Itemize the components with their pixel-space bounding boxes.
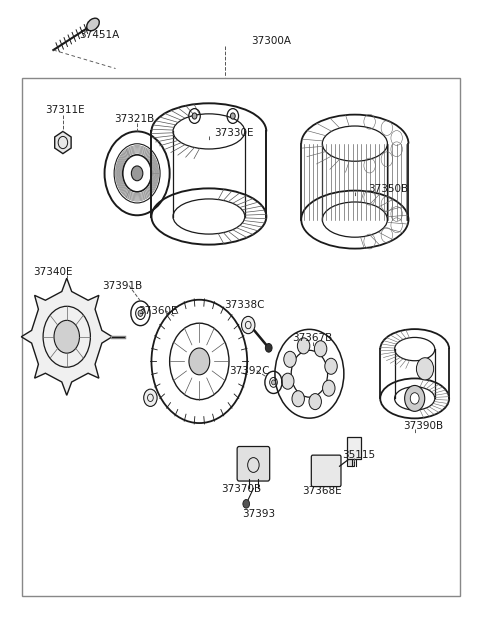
Circle shape <box>309 394 322 410</box>
Polygon shape <box>55 132 71 154</box>
Bar <box>347 455 354 466</box>
Text: 37393: 37393 <box>242 509 276 519</box>
Circle shape <box>325 358 337 375</box>
Text: 37311E: 37311E <box>46 105 85 115</box>
Circle shape <box>272 380 276 385</box>
Circle shape <box>192 113 197 119</box>
Circle shape <box>323 380 335 396</box>
Bar <box>347 437 361 459</box>
Circle shape <box>241 316 255 334</box>
Circle shape <box>292 391 304 407</box>
Text: 37350B: 37350B <box>368 184 408 194</box>
Circle shape <box>54 320 80 353</box>
Circle shape <box>265 344 272 352</box>
Circle shape <box>132 166 143 180</box>
Circle shape <box>230 113 235 119</box>
Text: 35115: 35115 <box>342 450 375 460</box>
Text: 37392C: 37392C <box>229 366 270 376</box>
Circle shape <box>138 310 143 316</box>
Text: 37360E: 37360E <box>138 306 178 316</box>
Text: 37338C: 37338C <box>225 300 265 310</box>
Circle shape <box>243 499 250 508</box>
Ellipse shape <box>87 18 99 31</box>
Circle shape <box>284 351 296 367</box>
Text: 37321B: 37321B <box>115 114 155 124</box>
Circle shape <box>189 348 210 375</box>
Circle shape <box>144 389 157 407</box>
Text: 37370B: 37370B <box>221 484 261 494</box>
Text: 37368E: 37368E <box>302 486 342 496</box>
Circle shape <box>282 373 294 389</box>
Circle shape <box>314 341 327 357</box>
Text: 37367B: 37367B <box>293 333 333 343</box>
Text: 37340E: 37340E <box>34 267 73 277</box>
Circle shape <box>298 338 310 354</box>
FancyBboxPatch shape <box>312 455 341 486</box>
Text: 37451A: 37451A <box>79 30 119 40</box>
Circle shape <box>417 358 433 380</box>
Circle shape <box>405 386 425 412</box>
Circle shape <box>410 392 419 404</box>
FancyBboxPatch shape <box>237 446 270 481</box>
Text: 37390B: 37390B <box>403 421 443 431</box>
Text: 37391B: 37391B <box>103 281 143 290</box>
Text: 37300A: 37300A <box>251 36 291 46</box>
Text: 37330E: 37330E <box>215 129 254 138</box>
Polygon shape <box>21 278 112 396</box>
